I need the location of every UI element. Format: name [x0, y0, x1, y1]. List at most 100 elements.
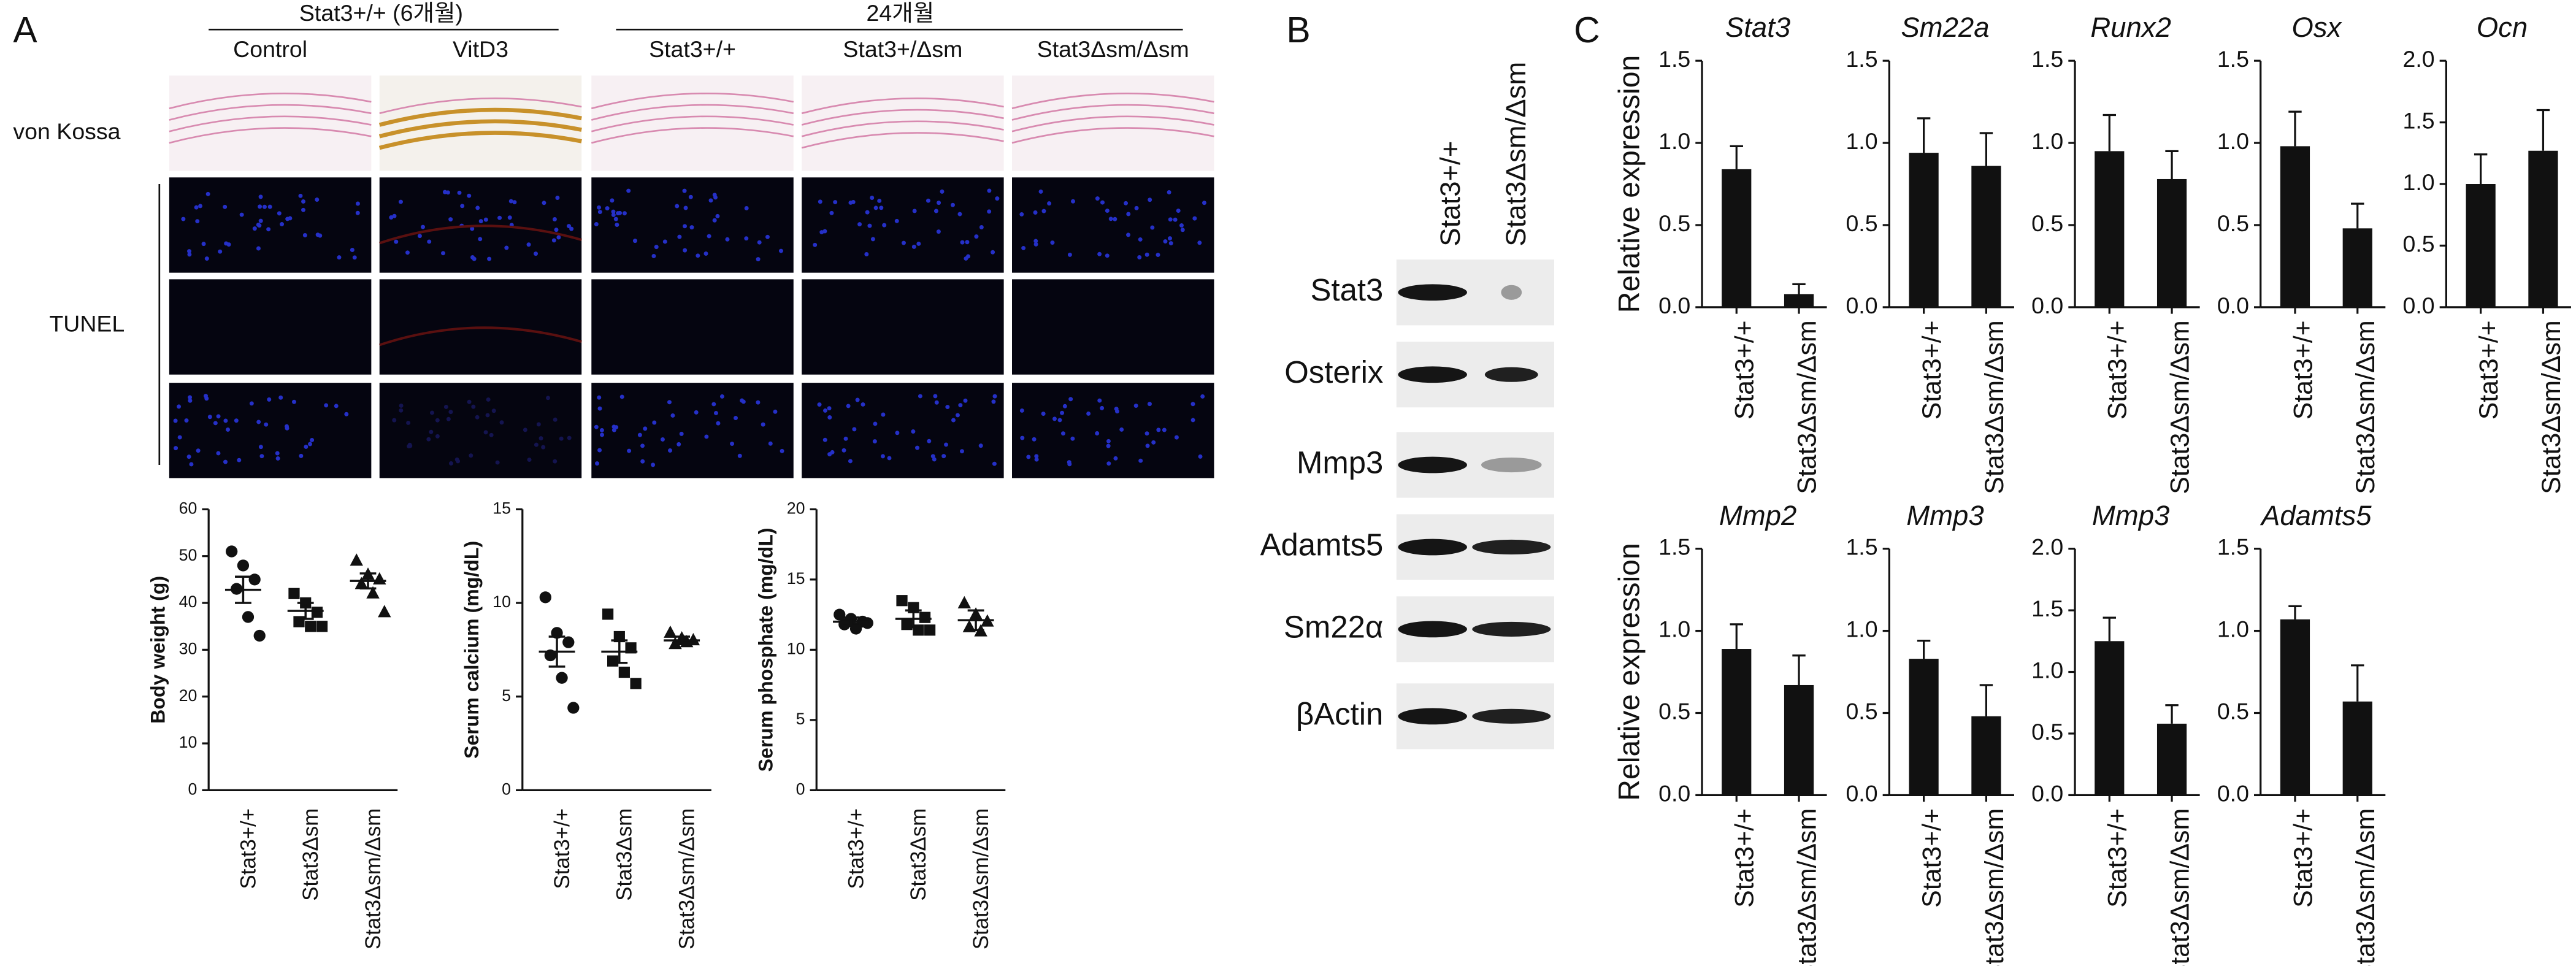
- tissue-fiber: [378, 119, 582, 139]
- nucleus: [487, 256, 492, 261]
- nucleus: [719, 394, 724, 399]
- nucleus: [1198, 454, 1203, 459]
- nucleus: [446, 416, 451, 421]
- bar: [2156, 178, 2187, 307]
- nucleus: [1179, 223, 1184, 228]
- nucleus: [861, 402, 865, 407]
- nucleus: [1114, 407, 1119, 412]
- nucleus: [1038, 189, 1043, 194]
- row-label: von Kossa: [13, 118, 120, 144]
- tunel-signal: [379, 326, 582, 347]
- dot: [226, 545, 238, 558]
- nucleus: [855, 397, 860, 402]
- nucleus: [448, 217, 453, 222]
- tissue-fiber: [169, 115, 372, 132]
- nucleus: [256, 420, 261, 424]
- nucleus: [744, 205, 749, 210]
- nucleus: [1033, 239, 1038, 243]
- tissue-fiber: [1011, 115, 1214, 132]
- tunel-image: [379, 383, 582, 478]
- error-bar: [1917, 117, 1931, 153]
- nucleus: [901, 240, 906, 245]
- y-tick-label: 10: [179, 733, 197, 751]
- dot: [924, 624, 936, 636]
- tunel-image: [802, 177, 1004, 273]
- nucleus: [1150, 225, 1155, 230]
- y-tick-label: 2.0: [2031, 534, 2063, 560]
- nucleus: [569, 226, 574, 231]
- y-tick-label: 0.0: [2031, 780, 2063, 806]
- nucleus: [1033, 242, 1038, 247]
- nucleus: [527, 458, 532, 462]
- tunel-image: [591, 177, 794, 273]
- nucleus: [870, 196, 875, 200]
- x-tick-label: Stat3Δsm/Δsm: [1792, 320, 1822, 494]
- y-tick-label: 0.5: [2403, 231, 2435, 256]
- nucleus: [275, 451, 280, 456]
- nucleus: [819, 230, 824, 235]
- nucleus: [703, 251, 708, 256]
- nucleus: [712, 218, 717, 223]
- nucleus: [1197, 240, 1202, 245]
- nucleus: [934, 400, 939, 405]
- dot: [311, 607, 323, 618]
- y-tick-label: 0.0: [1658, 293, 1690, 318]
- x-tick-label: Stat3Δsm: [299, 808, 323, 901]
- tissue-fiber: [169, 104, 372, 121]
- nucleus: [177, 404, 182, 409]
- nucleus: [877, 198, 882, 203]
- column-header: Stat3+/+: [649, 36, 736, 62]
- y-axis-label: Serum calcium (mg/dL): [461, 541, 483, 759]
- error-bar: [1979, 132, 1993, 166]
- dot: [618, 666, 630, 678]
- y-tick-label: 1.0: [2031, 128, 2063, 154]
- dot: [567, 702, 580, 714]
- tunel-image: [591, 383, 794, 478]
- y-tick-label: 1.5: [2031, 596, 2063, 621]
- nucleus: [818, 199, 822, 204]
- nucleus: [304, 444, 309, 449]
- tissue-fiber: [591, 104, 794, 121]
- y-tick-label: 0.5: [2217, 698, 2249, 724]
- dot: [305, 621, 316, 632]
- nucleus: [852, 427, 857, 432]
- nucleus: [559, 436, 564, 441]
- dot: [248, 573, 261, 586]
- nucleus: [1144, 431, 1149, 436]
- nucleus: [301, 207, 305, 212]
- nucleus: [715, 213, 720, 218]
- nucleus: [1100, 405, 1105, 410]
- nucleus: [992, 461, 997, 466]
- nucleus: [267, 397, 272, 402]
- dot: [539, 591, 551, 604]
- nucleus: [933, 209, 938, 213]
- nucleus: [539, 436, 543, 441]
- y-tick-label: 0: [796, 780, 805, 798]
- x-tick-label: Stat3Δsm/Δsm: [1980, 808, 2009, 966]
- y-tick-label: 0.0: [1846, 293, 1877, 318]
- nucleus: [567, 224, 571, 229]
- nucleus: [958, 403, 963, 408]
- dot: [288, 588, 300, 599]
- protein-label: Adamts5: [1260, 527, 1384, 562]
- y-tick-label: 10: [787, 639, 805, 657]
- nucleus: [1126, 232, 1131, 237]
- bar: [2280, 619, 2310, 795]
- y-tick-label: 0.0: [2031, 293, 2063, 318]
- dot: [237, 559, 250, 572]
- nucleus: [457, 190, 462, 195]
- x-tick-label: Stat3+/+: [550, 808, 574, 889]
- nucleus: [186, 454, 191, 459]
- nucleus: [188, 398, 193, 403]
- dot: [896, 595, 908, 607]
- y-tick-label: 1.5: [2217, 534, 2249, 560]
- nucleus: [1190, 418, 1195, 423]
- nucleus: [448, 461, 453, 466]
- bar: [2156, 723, 2187, 795]
- y-tick-label: 0.5: [2217, 210, 2249, 236]
- nucleus: [1034, 457, 1039, 462]
- nucleus: [226, 427, 231, 432]
- nucleus: [504, 245, 509, 250]
- tissue-fiber: [379, 97, 582, 115]
- nucleus: [716, 421, 721, 426]
